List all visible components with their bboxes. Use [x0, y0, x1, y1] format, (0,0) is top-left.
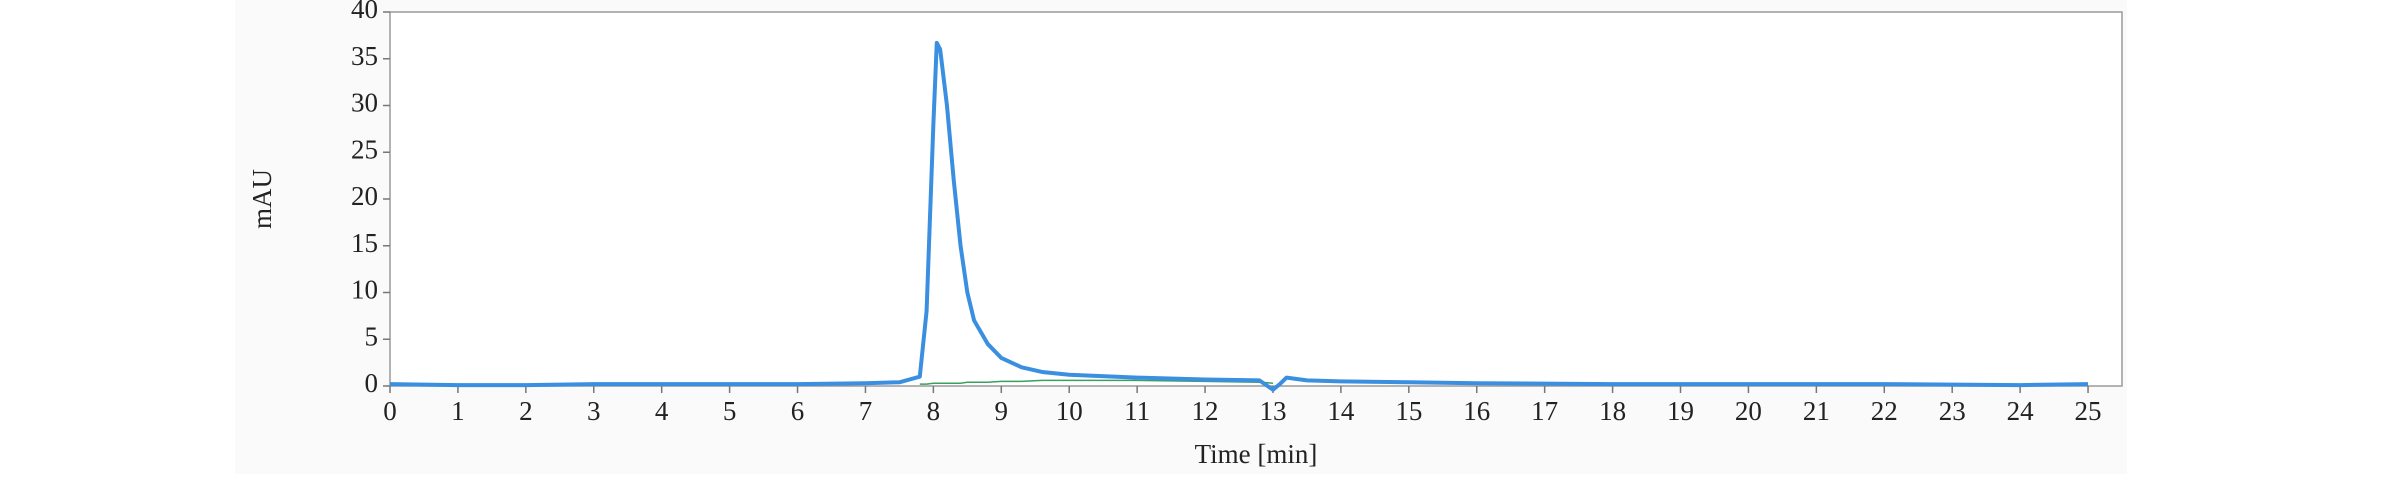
x-tick-label: 23: [1939, 396, 1966, 426]
x-tick-label: 2: [519, 396, 533, 426]
x-tick-label: 15: [1395, 396, 1422, 426]
x-tick-label: 7: [859, 396, 873, 426]
y-tick-label: 10: [351, 275, 378, 305]
y-tick-label: 0: [365, 368, 379, 398]
y-tick-label: 30: [351, 88, 378, 118]
x-tick-label: 6: [791, 396, 805, 426]
x-tick-label: 13: [1259, 396, 1286, 426]
y-tick-label: 35: [351, 41, 378, 71]
x-tick-label: 5: [723, 396, 737, 426]
x-tick-label: 25: [2075, 396, 2102, 426]
x-tick-label: 19: [1667, 396, 1694, 426]
plot-area: [389, 11, 2123, 387]
x-tick-label: 0: [383, 396, 397, 426]
x-tick-label: 22: [1871, 396, 1898, 426]
x-tick-label: 18: [1599, 396, 1626, 426]
x-tick-label: 16: [1463, 396, 1490, 426]
x-tick-label: 9: [995, 396, 1009, 426]
x-tick-label: 20: [1735, 396, 1762, 426]
y-tick-label: 5: [365, 321, 379, 351]
x-axis-label: Time [min]: [1195, 439, 1318, 469]
y-tick-label: 40: [351, 0, 378, 24]
x-tick-label: 17: [1531, 396, 1558, 426]
x-tick-label: 24: [2007, 396, 2035, 426]
x-tick-label: 21: [1803, 396, 1830, 426]
data-line: [389, 40, 2089, 392]
y-tick-label: 15: [351, 228, 378, 258]
x-tick-label: 10: [1056, 396, 1083, 426]
x-tick-label: 3: [587, 396, 601, 426]
x-tick-label: 12: [1192, 396, 1219, 426]
data-line: [919, 379, 1274, 385]
y-tick-label: 25: [351, 134, 378, 164]
x-tick-label: 11: [1124, 396, 1150, 426]
x-tick-label: 14: [1327, 396, 1355, 426]
y-tick-label: 20: [351, 181, 378, 211]
x-tick-label: 4: [655, 396, 669, 426]
x-tick-label: 8: [927, 396, 941, 426]
y-axis-label: mAU: [247, 169, 277, 229]
x-tick-label: 1: [451, 396, 465, 426]
